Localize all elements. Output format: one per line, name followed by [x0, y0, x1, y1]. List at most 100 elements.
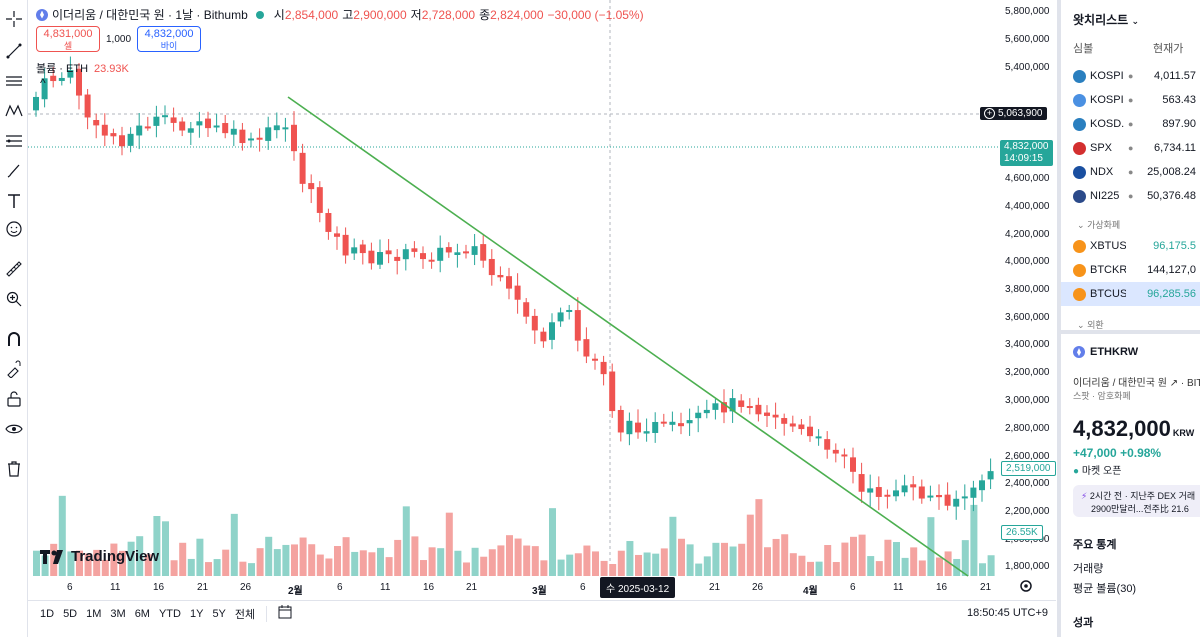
volume-bar [875, 561, 883, 576]
range-1m-button[interactable]: 1M [86, 607, 102, 620]
collapse-legend-icon[interactable]: ^ [40, 76, 46, 90]
volume-bar [170, 560, 178, 576]
volume-bar [299, 537, 307, 576]
volume-bar [893, 542, 900, 576]
candle [342, 234, 349, 256]
range-1y-button[interactable]: 1Y [189, 607, 204, 620]
emoji-tool-icon[interactable] [0, 216, 28, 242]
symbol-title[interactable]: 이더리움 / 대한민국 원 · 1날 · Bithumb [52, 8, 248, 22]
volume-bar [84, 553, 92, 576]
news-card[interactable]: ⚡ 2시간 전 · 지난주 DEX 거래 2900만달러...전주比 21.6 [1073, 485, 1200, 517]
ruler-tool-icon[interactable] [0, 256, 28, 282]
zoom-tool-icon[interactable] [0, 286, 28, 312]
candle [179, 121, 186, 131]
buy-button[interactable]: 4,832,000 바이 [137, 26, 202, 52]
range-5d-button[interactable]: 5D [63, 607, 78, 620]
candle [549, 322, 555, 340]
candle [291, 124, 297, 152]
horizontal-lines-tool-icon[interactable] [0, 68, 28, 94]
volume-bar [428, 547, 436, 576]
price-axis[interactable]: 5,800,000 5,600,000 5,400,000 4,600,000 … [1005, 6, 1050, 572]
pattern-tool-icon[interactable] [0, 98, 28, 124]
right-panel: 왓치리스트 ⌄ 심볼 현재가 KOSPI ● 4,011.57 KOSPI ● 563.… [1057, 0, 1200, 637]
magnet-tool-icon[interactable] [0, 326, 28, 352]
candle [187, 128, 194, 133]
utc-clock[interactable]: 18:50:45 UTC+9 [966, 607, 1048, 619]
volume-bar [488, 549, 496, 576]
volume-bar [445, 512, 453, 576]
lock-drawing-tool-icon[interactable] [0, 356, 28, 382]
volume-bar [626, 541, 634, 576]
volume-bar [910, 547, 918, 576]
section-fx[interactable]: ⌄ 외환 [1077, 320, 1104, 330]
chart-settings-gear-icon[interactable] [1019, 579, 1033, 596]
watchlist-title[interactable]: 왓치리스트 ⌄ [1073, 13, 1140, 27]
symbol-detail: ETHKRW 이더리움 / 대한민국 원 ↗ · BIT 스팟 · 암호화폐 4… [1061, 330, 1200, 629]
candle [815, 436, 822, 439]
text-tool-icon[interactable] [0, 188, 28, 214]
candle [574, 310, 581, 341]
volume-value-tag: 26.55K [1001, 525, 1043, 540]
sell-button[interactable]: 4,831,000 셀 [36, 26, 100, 52]
detail-change: +47,000 +0.98% [1073, 446, 1162, 460]
volume-bar [652, 553, 660, 576]
watchlist-row[interactable]: NDX ● 25,008.24 [1061, 160, 1200, 184]
candle [695, 412, 702, 419]
range-all-button[interactable]: 전체 [234, 608, 256, 621]
volume-bar [291, 544, 298, 576]
volume-price-tag: 2,519,000 [1001, 461, 1056, 476]
watchlist-row-selected[interactable]: BTCUSD96,285.56 [1061, 282, 1200, 306]
range-ytd-button[interactable]: YTD [158, 607, 181, 620]
lock-icon[interactable] [0, 386, 28, 412]
watchlist-row[interactable]: KOSD. ● 897.90 [1061, 112, 1200, 136]
add-alert-icon[interactable]: + [984, 108, 995, 119]
range-3m-button[interactable]: 3M [110, 607, 126, 620]
candle [678, 423, 684, 427]
crosshair-tool-icon[interactable] [0, 6, 28, 32]
visibility-icon[interactable] [0, 416, 28, 442]
detail-ticker: ETHKRW [1073, 346, 1138, 358]
range-1d-button[interactable]: 1D [40, 607, 55, 620]
watchlist-row[interactable]: BTCKRW144,127,0 [1061, 258, 1200, 282]
time-axis[interactable]: 6 11 16 21 26 2월 6 11 16 21 3월 6 21 26 4… [67, 582, 992, 597]
candle [746, 406, 753, 409]
volume-bar [738, 543, 746, 576]
date-range-calendar-icon[interactable] [278, 605, 294, 622]
range-6m-button[interactable]: 6M [134, 607, 150, 620]
candle [660, 421, 667, 424]
volume-bar [721, 542, 728, 576]
volume-bar [540, 560, 548, 576]
candle [506, 276, 512, 289]
section-crypto[interactable]: ⌄ 가상화폐 [1077, 220, 1121, 230]
candle [652, 421, 659, 433]
candle [918, 486, 925, 499]
watchlist-row[interactable]: NI225 ● 50,376.48 [1061, 184, 1200, 208]
watchlist-row[interactable]: KOSPI ● 563.43 [1061, 88, 1200, 112]
candle [222, 123, 229, 134]
spx-icon [1073, 141, 1086, 155]
candle [703, 409, 710, 414]
volume-bar [41, 555, 49, 576]
ethereum-icon [1073, 346, 1085, 358]
ethereum-icon [36, 8, 48, 21]
trendline-tool-icon[interactable] [0, 38, 28, 64]
chart-pane[interactable] [28, 0, 1056, 600]
candle [282, 127, 289, 130]
brush-tool-icon[interactable] [0, 158, 28, 184]
volume-bar [841, 542, 849, 576]
watchlist-row[interactable]: KOSPI ● 4,011.57 [1061, 64, 1200, 88]
volume-bar [884, 539, 892, 576]
trash-icon[interactable] [0, 456, 28, 482]
last-price-tag: 4,832,000 14:09:15 [1000, 140, 1053, 166]
volume-bar [858, 534, 866, 576]
range-5y-button[interactable]: 5Y [212, 607, 226, 620]
watchlist-row[interactable]: SPX ● 6,734.11 [1061, 136, 1200, 160]
fib-tool-icon[interactable] [0, 128, 28, 154]
candlestick-chart[interactable] [28, 0, 1056, 600]
external-link-icon[interactable]: ↗ [1169, 378, 1179, 389]
volume-bar [583, 545, 591, 576]
volume-bar [549, 508, 556, 576]
watchlist-row[interactable]: XBTUSD96,175.5 [1061, 234, 1200, 258]
candle [635, 422, 641, 433]
volume-bar [987, 555, 995, 576]
